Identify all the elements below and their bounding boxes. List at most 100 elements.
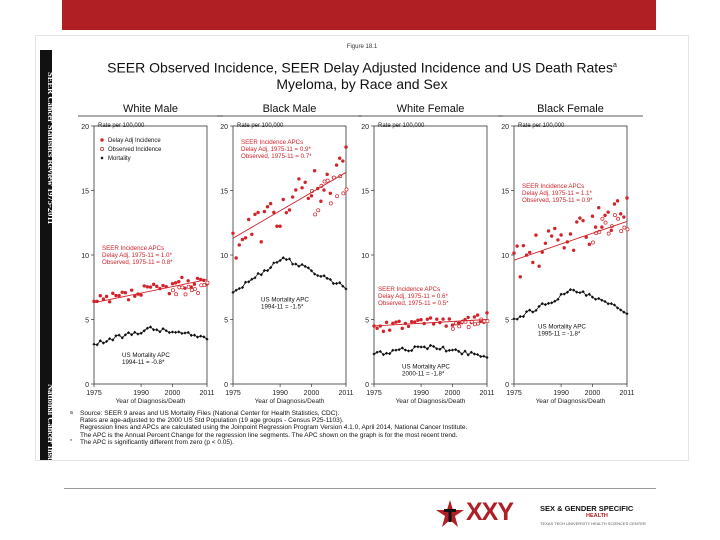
mortality-point	[550, 301, 554, 305]
delay-adj-point	[142, 284, 146, 288]
delay-adj-point	[375, 326, 379, 330]
mortality-point	[606, 302, 610, 306]
mortality-point	[540, 302, 544, 306]
delay-adj-point	[148, 285, 153, 289]
delay-adj-point	[114, 293, 118, 298]
y-tick-label: 0	[505, 382, 509, 389]
mortality-point	[441, 345, 445, 349]
y-tick-label: 5	[365, 318, 369, 325]
mortality-line	[373, 344, 488, 358]
delay-adj-point	[472, 315, 477, 319]
x-tick-label: 2011	[479, 390, 494, 397]
x-tick-label: 2000	[445, 390, 461, 397]
delay-adj-point	[341, 159, 345, 163]
org-name-line-1: SEX & GENDER SPECIFIC	[540, 504, 634, 513]
incidence-regression-line	[93, 279, 208, 304]
delay-adj-point	[619, 212, 623, 216]
y-tick-label: 15	[361, 189, 369, 196]
mortality-point	[139, 331, 143, 335]
footnote-marker: a	[70, 410, 73, 416]
mortality-point	[344, 287, 348, 291]
side-text-bottom: National Cancer Institute	[46, 384, 56, 477]
texas-tech-logo-icon	[436, 500, 464, 527]
mortality-point	[521, 314, 526, 319]
mortality-point	[391, 348, 395, 352]
mortality-point	[167, 330, 171, 335]
y-tick-label: 15	[220, 189, 228, 196]
mortality-point	[524, 310, 529, 314]
delay-adj-point	[372, 324, 376, 328]
mortality-point	[518, 314, 522, 319]
mortality-point	[537, 304, 541, 308]
mortality-point	[240, 285, 245, 290]
mortality-point	[313, 272, 317, 276]
delay-adj-point	[250, 232, 254, 237]
observed-point	[174, 292, 179, 297]
observed-point	[591, 240, 595, 245]
footnote-marker: *	[70, 438, 72, 445]
observed-point	[612, 213, 617, 218]
delay-adj-point	[278, 224, 282, 228]
delay-adj-point	[240, 237, 245, 242]
footnote: * The APC is significantly different from…	[70, 439, 467, 446]
mortality-point	[303, 264, 307, 269]
observed-point	[205, 280, 210, 285]
mortality-point	[597, 296, 601, 301]
delay-adj-point	[192, 282, 197, 286]
mortality-point	[388, 352, 392, 356]
observed-point	[199, 283, 204, 288]
mortality-point	[406, 349, 411, 353]
observed-point	[344, 187, 349, 192]
mortality-point	[594, 297, 598, 301]
delay-adj-point	[600, 225, 604, 229]
observed-point	[472, 322, 477, 327]
mortality-point	[372, 352, 376, 356]
title-superscript: a	[612, 62, 617, 69]
delay-adj-point	[325, 172, 329, 177]
x-axis-label: Year of Diagnosis/Death	[396, 398, 466, 405]
delay-adj-point	[612, 202, 617, 206]
mortality-point	[615, 306, 620, 310]
mortality-point	[98, 339, 102, 343]
mortality-point	[584, 293, 588, 298]
mortality-point	[331, 281, 336, 286]
mortality-point	[432, 344, 436, 349]
observed-point	[177, 285, 182, 290]
mortality-point	[284, 257, 288, 262]
mortality-point	[403, 348, 407, 352]
mortality-point	[177, 330, 181, 334]
mortality-point	[269, 266, 273, 270]
mortality-point	[186, 330, 190, 335]
footnote: The APC is the Annual Percent Change for…	[70, 432, 467, 439]
mortality-point	[575, 290, 579, 294]
mortality-line	[513, 289, 628, 320]
mortality-point	[410, 348, 414, 353]
mortality-point	[512, 317, 516, 321]
mortality-point	[400, 346, 404, 350]
mortality-point	[378, 349, 382, 354]
delay-adj-point	[416, 318, 420, 322]
delay-adj-point	[126, 298, 131, 302]
delay-adj-point	[457, 321, 461, 325]
delay-adj-point	[344, 145, 348, 149]
delay-adj-point	[107, 300, 112, 304]
mortality-point	[590, 295, 595, 299]
delay-adj-point	[120, 290, 124, 295]
plot-frame	[232, 125, 347, 385]
delay-adj-point	[394, 320, 398, 324]
observed-point	[196, 291, 201, 295]
delay-adj-point	[262, 209, 267, 214]
mortality-point	[559, 292, 563, 296]
xxy-logo-text: XXY	[466, 498, 514, 526]
incidence-apc-text: SEER Incidence APCs	[102, 245, 164, 252]
mortality-point	[419, 345, 423, 349]
observed-point	[616, 216, 621, 221]
delay-adj-point	[406, 324, 411, 329]
mortality-point	[300, 262, 304, 267]
mortality-line	[232, 257, 347, 293]
mortality-point	[479, 354, 483, 359]
mortality-point	[291, 262, 295, 266]
observed-point	[457, 324, 462, 329]
legend-observed-marker	[100, 147, 104, 151]
